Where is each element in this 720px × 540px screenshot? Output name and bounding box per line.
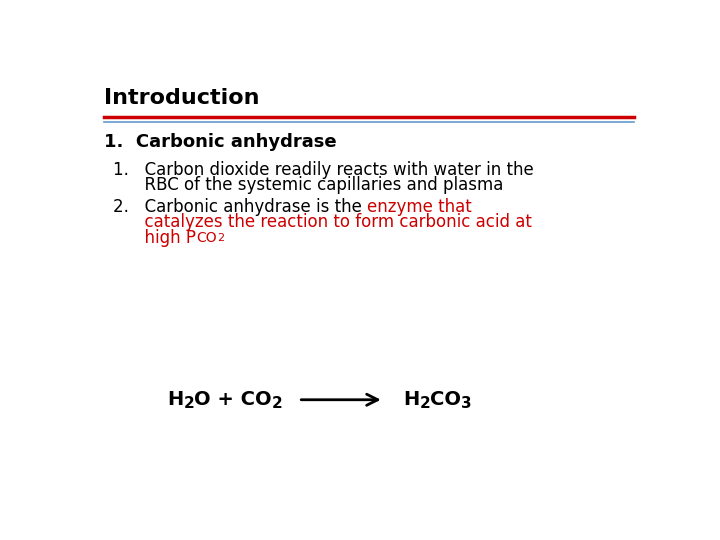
Text: high P: high P: [113, 229, 197, 247]
Text: enzyme that: enzyme that: [367, 198, 472, 216]
Text: 2.   Carbonic anhydrase is the: 2. Carbonic anhydrase is the: [113, 198, 367, 216]
Text: 3: 3: [461, 396, 472, 411]
Text: H: H: [168, 390, 184, 409]
Text: 2: 2: [419, 396, 430, 411]
Text: CO: CO: [197, 231, 217, 245]
Text: CO: CO: [430, 390, 461, 409]
Text: 2: 2: [184, 396, 194, 411]
Text: RBC of the systemic capillaries and plasma: RBC of the systemic capillaries and plas…: [113, 177, 503, 194]
Text: 2: 2: [217, 233, 224, 244]
Text: Introduction: Introduction: [104, 88, 259, 108]
Text: 1.   Carbon dioxide readily reacts with water in the: 1. Carbon dioxide readily reacts with wa…: [113, 161, 534, 179]
Text: O + CO: O + CO: [194, 390, 272, 409]
Text: 1.  Carbonic anhydrase: 1. Carbonic anhydrase: [104, 132, 336, 151]
Text: 2: 2: [272, 396, 283, 411]
Text: catalyzes the reaction to form carbonic acid at: catalyzes the reaction to form carbonic …: [113, 213, 532, 232]
Text: H: H: [403, 390, 419, 409]
